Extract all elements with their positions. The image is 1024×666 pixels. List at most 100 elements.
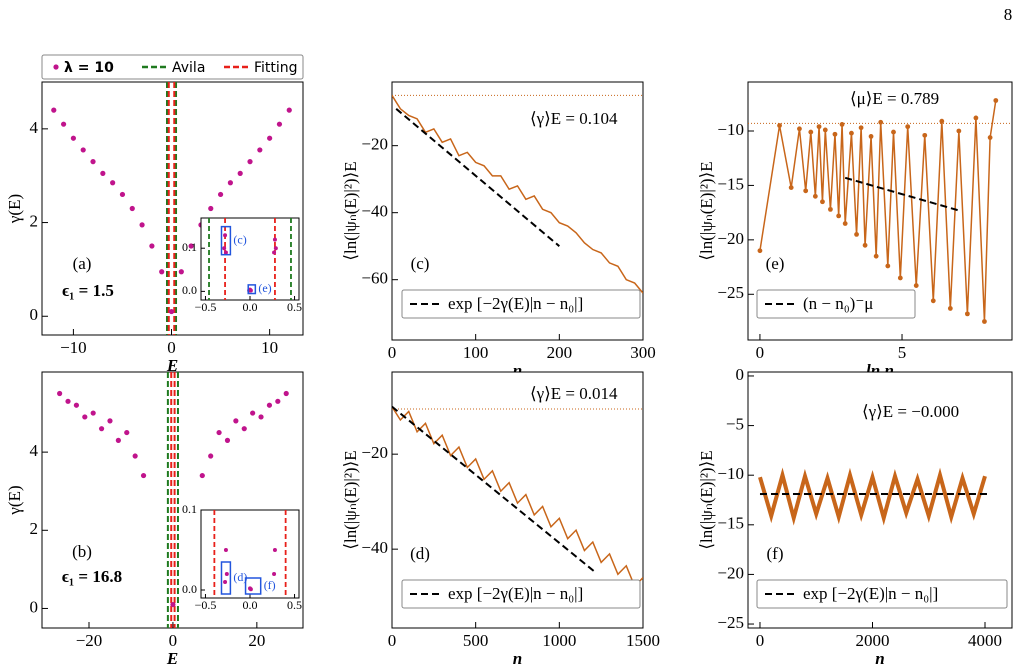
legend-label: exp [−2γ(E)|n − n₀|] xyxy=(448,584,583,603)
panel-label: (d) xyxy=(410,544,430,563)
y-tick-label: −15 xyxy=(717,514,744,533)
data-point xyxy=(905,124,911,130)
panel-label: (a) xyxy=(73,254,92,273)
x-tick-label: −0.5 xyxy=(195,598,217,612)
data-point xyxy=(272,237,277,242)
y-axis-label: ⟨ln(|ψₙ(E)|²)⟩E xyxy=(341,450,360,549)
legend-swatch xyxy=(53,64,59,70)
data-point xyxy=(272,548,277,552)
x-axis-label: n xyxy=(513,361,522,380)
data-point xyxy=(223,233,228,238)
y-tick-label: 0 xyxy=(30,597,39,616)
x-tick-label: 0 xyxy=(756,343,765,362)
data-point xyxy=(140,472,147,479)
data-point xyxy=(237,170,243,176)
plot xyxy=(57,372,289,628)
zoom-box xyxy=(244,577,262,595)
legend-label: Avila xyxy=(172,60,205,76)
data-point xyxy=(98,426,105,432)
fit-line xyxy=(395,108,560,247)
data-point xyxy=(822,127,828,133)
y-tick-label: −25 xyxy=(717,283,744,302)
y-tick-label: −10 xyxy=(717,464,744,483)
y-tick-label: 2 xyxy=(30,519,39,538)
x-axis-label: E xyxy=(166,649,178,666)
data-point xyxy=(149,243,155,249)
x-axis-label: n xyxy=(875,649,884,666)
data-point xyxy=(208,205,214,212)
data-point xyxy=(839,122,845,127)
annotation: ⟨γ⟩E = 0.014 xyxy=(530,384,618,403)
data-point xyxy=(873,253,879,259)
data-point xyxy=(939,118,945,124)
data-point xyxy=(100,170,106,176)
y-axis-label: γ(E) xyxy=(5,485,24,515)
data-point xyxy=(223,250,228,255)
y-tick-label: −40 xyxy=(361,202,388,221)
legend-label: λ = 10 xyxy=(64,60,114,76)
data-point xyxy=(993,98,999,103)
zoom-box-label: (c) xyxy=(233,232,246,246)
y-axis-label: ⟨ln(|ψₙ(E)|²)⟩E xyxy=(697,450,716,549)
data-point xyxy=(223,548,228,552)
x-tick-label: 200 xyxy=(547,343,573,362)
x-tick-label: 4000 xyxy=(968,631,1002,650)
panel-label: (b) xyxy=(72,542,92,561)
data-point xyxy=(90,410,96,416)
zoom-box-label: (f) xyxy=(264,578,276,592)
y-tick-label: −40 xyxy=(361,538,388,557)
plot xyxy=(392,94,643,294)
data-point xyxy=(275,398,281,404)
y-axis-label: ⟨ln(|ψₙ(E)|²)⟩E xyxy=(341,161,360,260)
x-tick-label: −20 xyxy=(76,631,103,650)
data-point xyxy=(858,125,864,131)
x-tick-label: 1000 xyxy=(542,631,576,650)
data-line xyxy=(758,467,987,526)
x-axis-label: E xyxy=(166,356,178,375)
y-tick-label: 2 xyxy=(30,211,39,230)
data-point xyxy=(982,319,987,324)
data-point xyxy=(868,134,874,139)
legend-box xyxy=(41,54,304,80)
y-tick-label: −10 xyxy=(717,120,744,139)
data-point xyxy=(178,269,184,275)
data-point xyxy=(820,199,825,205)
y-tick-label: −15 xyxy=(717,174,744,193)
data-point xyxy=(836,213,842,219)
x-tick-label: 5 xyxy=(898,343,907,362)
data-point xyxy=(51,107,57,113)
legend-box xyxy=(401,289,641,319)
x-tick-label: 0 xyxy=(388,343,397,362)
data-point xyxy=(119,191,126,198)
data-point xyxy=(216,429,222,436)
annotation: ⟨γ⟩E = 0.104 xyxy=(530,109,618,128)
data-point xyxy=(956,128,962,134)
y-tick-label: −20 xyxy=(361,443,388,462)
x-tick-label: 0 xyxy=(167,338,176,357)
data-point xyxy=(115,437,121,443)
data-point xyxy=(248,288,253,293)
panel-label: (e) xyxy=(766,254,785,273)
annotation: ⟨γ⟩E = −0.000 xyxy=(862,402,959,421)
x-tick-label: 0.5 xyxy=(287,300,302,314)
data-point xyxy=(223,580,228,584)
y-tick-label: −25 xyxy=(717,613,744,632)
legend-label: (n − n₀)⁻μ xyxy=(803,294,873,313)
data-point xyxy=(248,587,253,592)
data-point xyxy=(258,414,264,420)
data-point xyxy=(250,410,256,416)
y-tick-label: −60 xyxy=(361,269,388,288)
data-point xyxy=(224,572,229,576)
plot xyxy=(758,467,991,526)
data-point xyxy=(897,275,903,281)
data-point xyxy=(233,418,239,424)
x-tick-label: 0.5 xyxy=(287,598,302,612)
fit-line xyxy=(844,176,960,212)
legend-box xyxy=(401,579,641,609)
x-tick-label: 2000 xyxy=(855,631,889,650)
data-point xyxy=(272,250,277,255)
y-tick-label: −20 xyxy=(717,229,744,248)
data-point xyxy=(159,269,165,275)
data-point xyxy=(199,472,205,479)
